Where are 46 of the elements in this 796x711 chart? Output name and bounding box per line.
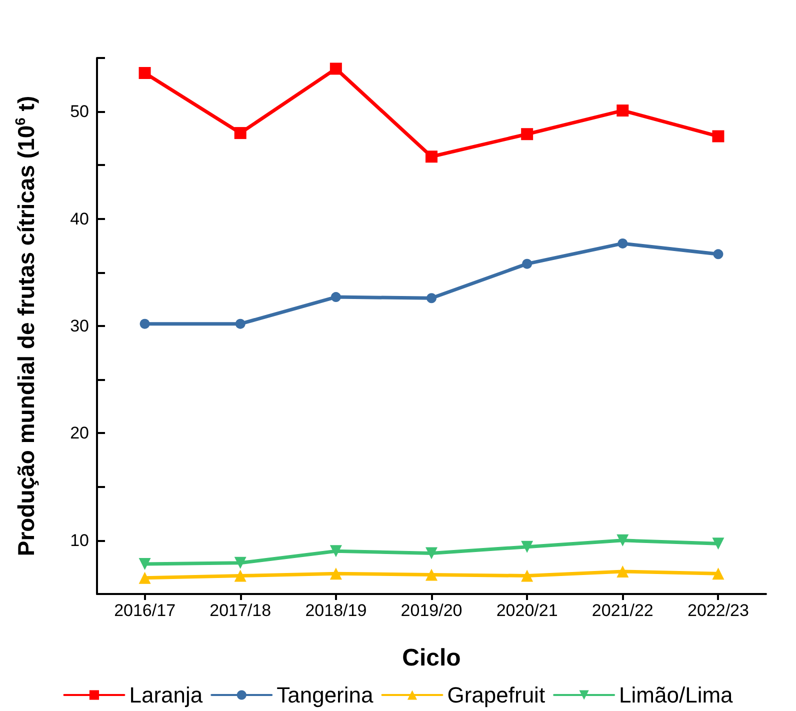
point bbox=[138, 572, 151, 584]
point bbox=[521, 540, 534, 553]
point bbox=[426, 547, 438, 560]
y-tick-label: 20 bbox=[70, 424, 89, 443]
point bbox=[138, 558, 151, 570]
point bbox=[521, 570, 534, 582]
point bbox=[330, 545, 342, 558]
point bbox=[426, 150, 438, 163]
point bbox=[426, 293, 436, 304]
x-tick-label: 2018/19 bbox=[305, 601, 367, 620]
x-tick-label: 2021/22 bbox=[592, 601, 654, 620]
y-tick-label: 10 bbox=[70, 530, 89, 550]
point bbox=[616, 565, 629, 578]
legend-label: Laranja bbox=[129, 682, 204, 708]
x-axis-title: Ciclo bbox=[402, 644, 461, 672]
x-tick-label: 2019/20 bbox=[400, 601, 462, 620]
point bbox=[616, 534, 629, 546]
point bbox=[713, 249, 724, 260]
point bbox=[234, 127, 246, 140]
point bbox=[712, 130, 724, 142]
x-tick-label: 2017/18 bbox=[210, 601, 272, 620]
point bbox=[330, 292, 341, 302]
point bbox=[140, 318, 150, 329]
point bbox=[618, 238, 628, 248]
y-tick-label: 30 bbox=[70, 316, 89, 336]
point bbox=[138, 67, 151, 80]
x-tick-label: 2020/21 bbox=[496, 601, 558, 620]
point bbox=[712, 568, 724, 580]
legend-label: Tangerina bbox=[276, 682, 374, 708]
y-axis-title: Produção mundial de frutas cítricas (106 t) bbox=[12, 96, 39, 556]
point bbox=[521, 128, 534, 140]
point bbox=[330, 568, 342, 580]
point bbox=[235, 318, 246, 329]
x-tick-label: 2016/17 bbox=[114, 601, 176, 620]
point bbox=[330, 62, 342, 75]
point bbox=[712, 538, 724, 550]
y-tick-label: 40 bbox=[70, 209, 89, 228]
point bbox=[234, 570, 246, 582]
point bbox=[522, 258, 532, 269]
legend-label: Grapefruit bbox=[447, 682, 546, 708]
x-tick-label: 2022/23 bbox=[687, 601, 749, 620]
point bbox=[426, 568, 438, 581]
legend-label: Limão/Lima bbox=[619, 682, 734, 708]
point bbox=[234, 556, 246, 569]
y-tick-label: 50 bbox=[70, 102, 89, 122]
point bbox=[616, 104, 629, 117]
